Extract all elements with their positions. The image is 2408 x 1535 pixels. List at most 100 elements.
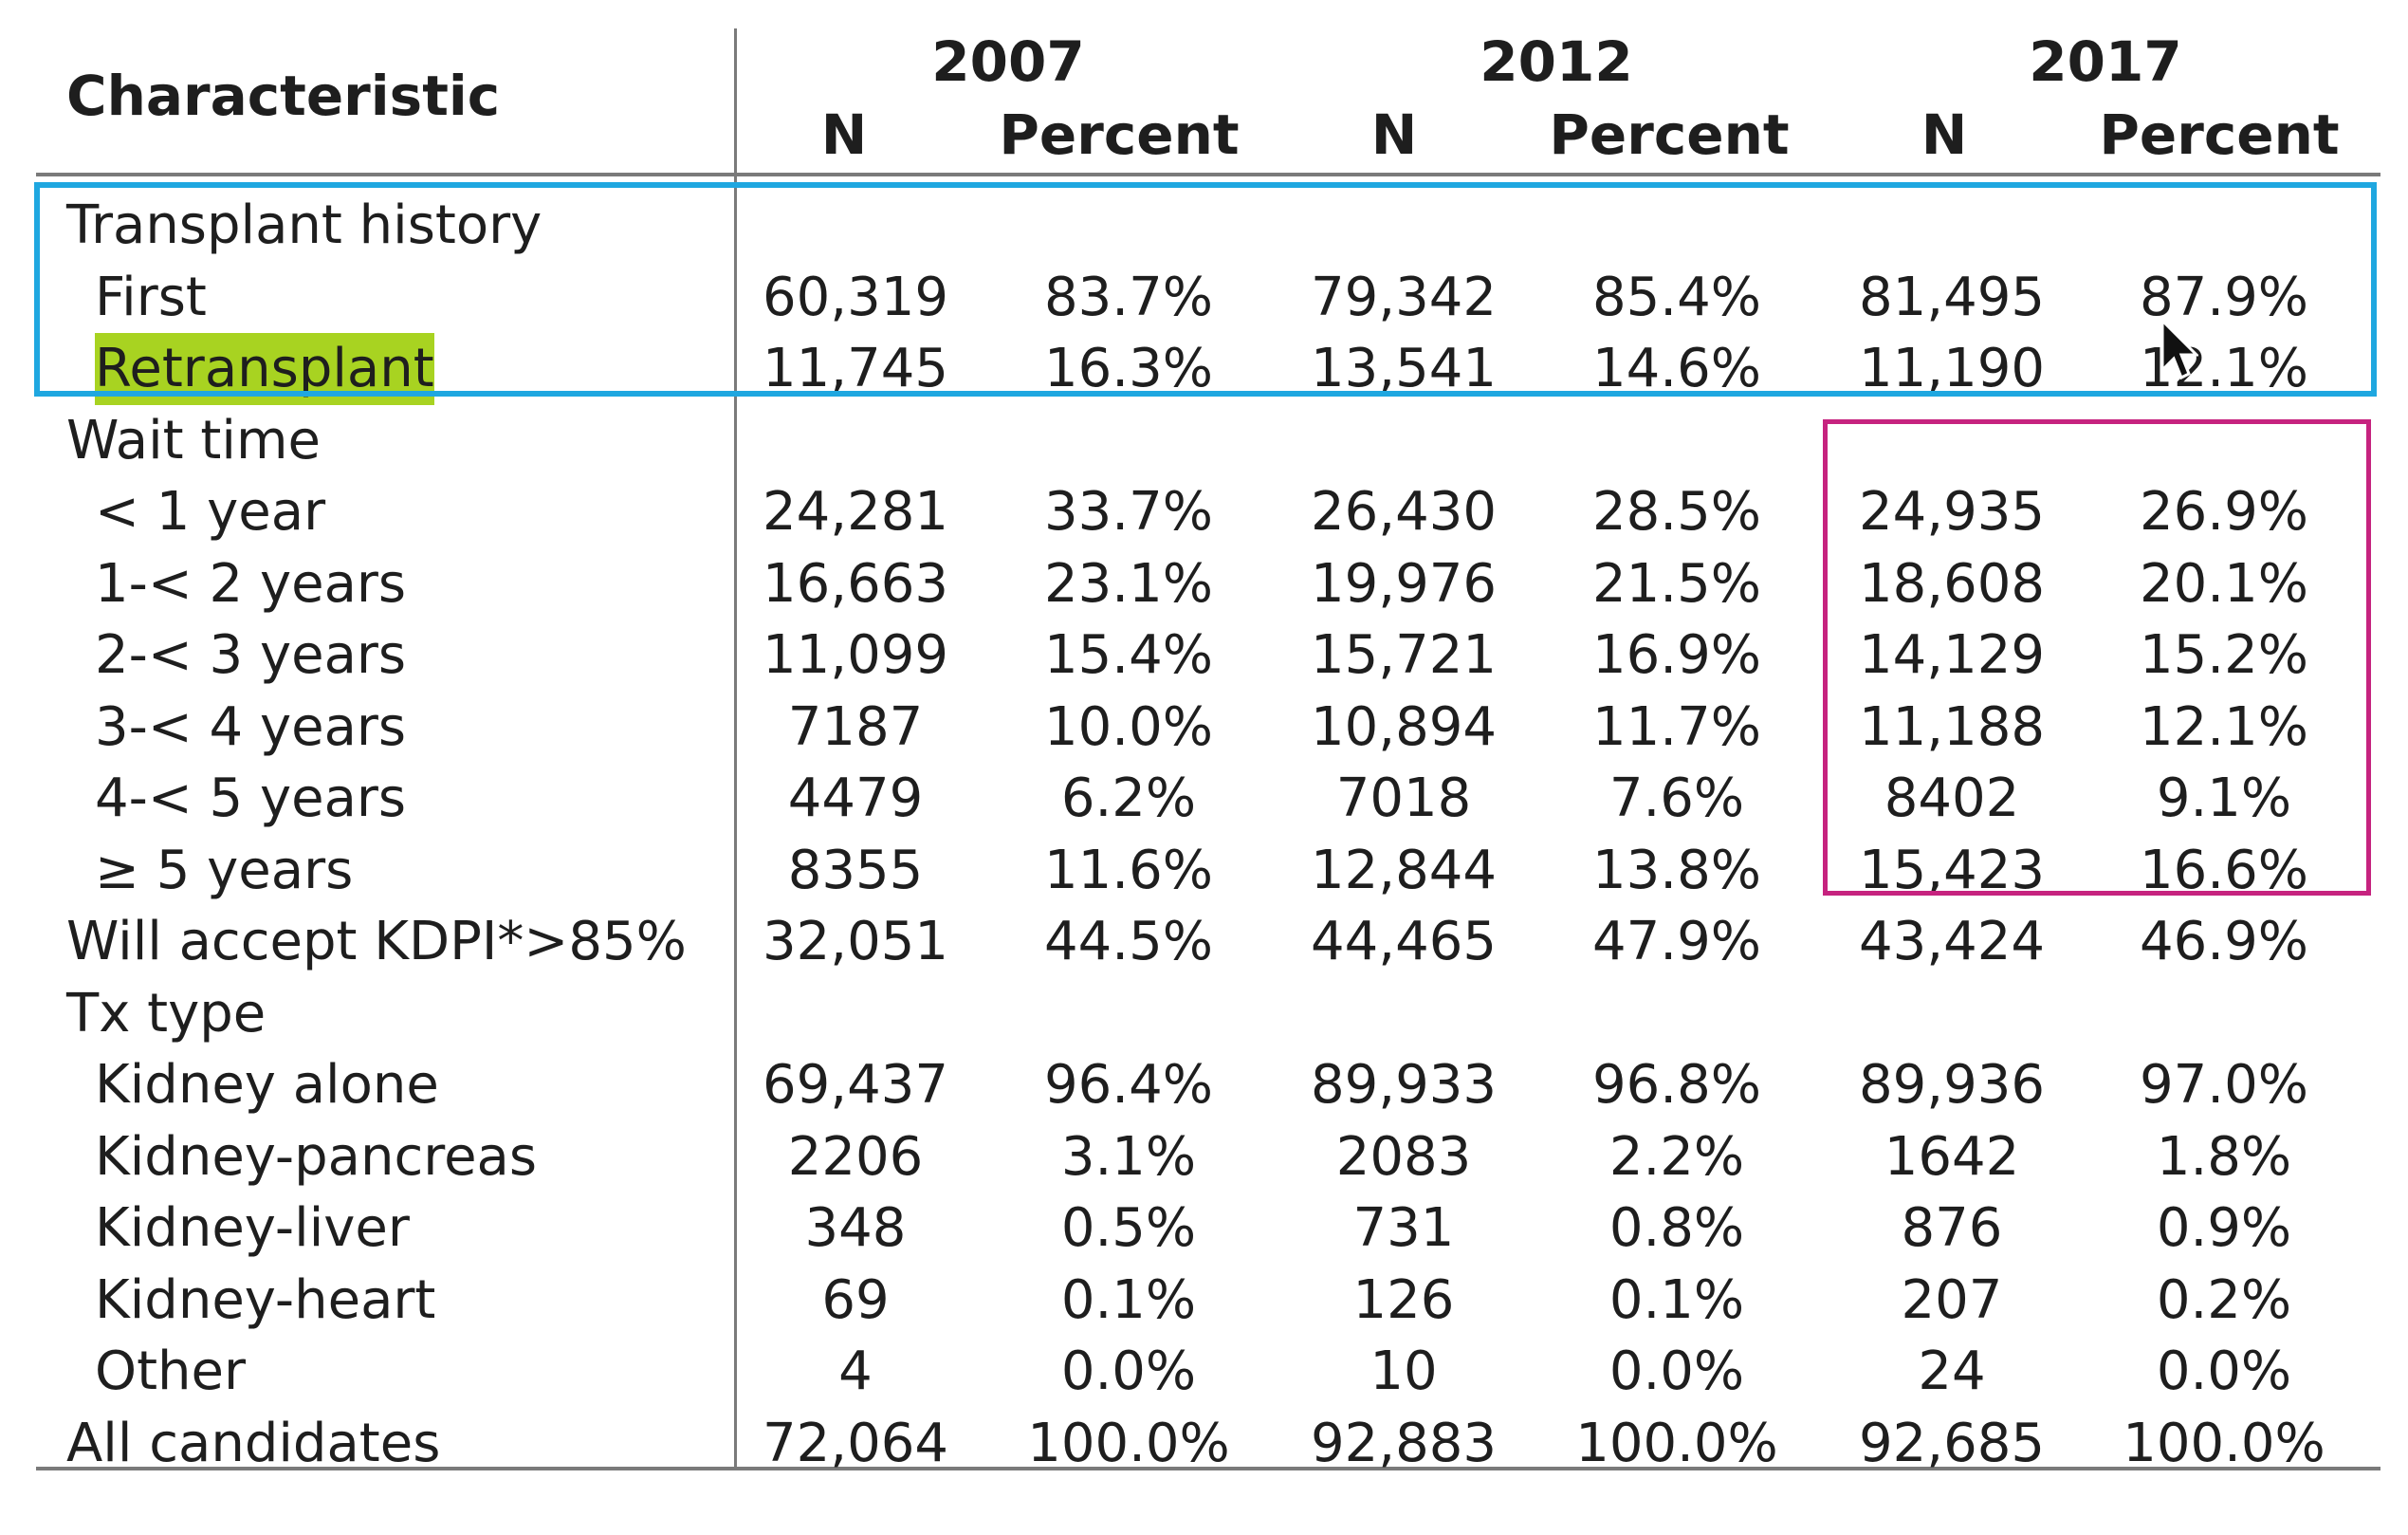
cell-percent-2012: 85.4%	[1592, 266, 1761, 328]
cell-n-2017: 876	[1901, 1197, 2003, 1259]
cell-n-2012: 19,976	[1311, 552, 1497, 615]
cell-n-2017: 14,129	[1859, 624, 2045, 686]
cell-n-2012: 7018	[1335, 768, 1472, 829]
percent-header-2017: Percent	[2099, 102, 2340, 167]
cell-n-2017: 24	[1918, 1341, 1986, 1402]
row-label: < 1 year	[95, 481, 326, 543]
table-row: Kidney-heart 69 0.1% 126 0.1% 207 0.2%	[0, 1265, 2408, 1337]
cell-n-2007: 16,663	[763, 552, 948, 615]
cell-n-2017: 8402	[1884, 768, 2020, 829]
cell-n-2017: 207	[1901, 1268, 2003, 1331]
cell-percent-2012: 0.8%	[1608, 1197, 1745, 1259]
cell-percent-2012: 16.9%	[1592, 624, 1761, 686]
cell-percent-2017: 16.6%	[2140, 839, 2308, 901]
row-label: Kidney-liver	[95, 1197, 410, 1259]
year-2017-header: 2017	[2029, 29, 2182, 94]
column-divider	[734, 28, 737, 1470]
row-label: Will accept KDPI*>85%	[66, 911, 687, 972]
cell-percent-2012: 0.1%	[1608, 1268, 1745, 1331]
cell-percent-2017: 20.1%	[2140, 552, 2308, 615]
row-label: 1-< 2 years	[95, 552, 407, 615]
cell-n-2012: 126	[1352, 1268, 1455, 1331]
n-header-2012: N	[1370, 102, 1418, 167]
n-header-2017: N	[1921, 102, 1968, 167]
characteristic-header: Characteristic	[66, 64, 501, 128]
cell-percent-2007: 44.5%	[1044, 911, 1213, 972]
cell-percent-2012: 100.0%	[1575, 1412, 1778, 1474]
table-row: All candidates 72,064 100.0% 92,883 100.0% 92…	[0, 1408, 2408, 1480]
cell-percent-2012: 96.8%	[1592, 1054, 1761, 1116]
cell-n-2012: 44,465	[1311, 911, 1497, 972]
table-row: First 60,319 83.7% 79,342 85.4% 81,495 87.9%	[0, 262, 2408, 334]
cell-n-2012: 12,844	[1311, 839, 1497, 901]
cell-percent-2007: 10.0%	[1044, 695, 1213, 758]
cell-percent-2007: 100.0%	[1027, 1412, 1230, 1474]
row-label: Kidney-heart	[95, 1268, 436, 1331]
cell-percent-2007: 23.1%	[1044, 552, 1213, 615]
row-label: Tx type	[66, 982, 267, 1045]
cell-percent-2012: 11.7%	[1592, 695, 1761, 758]
cell-percent-2007: 96.4%	[1044, 1054, 1213, 1116]
row-label: 2-< 3 years	[95, 624, 407, 686]
percent-header-2012: Percent	[1549, 102, 1790, 167]
table-row: Retransplant 11,745 16.3% 13,541 14.6% 11,190…	[0, 333, 2408, 405]
cell-percent-2017: 0.9%	[2156, 1197, 2292, 1259]
table-row: < 1 year 24,281 33.7% 26,430 28.5% 24,935 26.9…	[0, 476, 2408, 548]
cell-n-2012: 13,541	[1311, 338, 1497, 399]
row-label: Kidney alone	[95, 1054, 439, 1116]
cell-n-2012: 2083	[1335, 1125, 1472, 1188]
cell-percent-2007: 0.0%	[1060, 1341, 1197, 1402]
table-row: 1-< 2 years 16,663 23.1% 19,976 21.5% 18,608 2…	[0, 548, 2408, 620]
cell-n-2017: 18,608	[1859, 552, 2045, 615]
cell-n-2012: 26,430	[1311, 481, 1497, 543]
cell-percent-2007: 0.5%	[1060, 1197, 1197, 1259]
cell-n-2007: 32,051	[763, 911, 948, 972]
cell-percent-2017: 97.0%	[2140, 1054, 2308, 1116]
cell-percent-2017: 46.9%	[2140, 911, 2308, 972]
cell-percent-2007: 11.6%	[1044, 839, 1213, 901]
table-row: Kidney alone 69,437 96.4% 89,933 96.8% 89,936…	[0, 1049, 2408, 1121]
cell-n-2017: 1642	[1884, 1125, 2020, 1188]
cell-percent-2007: 6.2%	[1060, 768, 1197, 829]
cell-percent-2007: 16.3%	[1044, 338, 1213, 399]
cell-percent-2007: 3.1%	[1060, 1125, 1197, 1188]
row-label: Transplant history	[66, 194, 542, 256]
cell-percent-2012: 7.6%	[1608, 768, 1745, 829]
cell-percent-2007: 0.1%	[1060, 1268, 1197, 1331]
row-label: ≥ 5 years	[95, 839, 354, 901]
cell-n-2017: 11,190	[1859, 338, 2045, 399]
cell-percent-2012: 21.5%	[1592, 552, 1761, 615]
percent-header-2007: Percent	[999, 102, 1240, 167]
table-row: Other 4 0.0% 10 0.0% 24 0.0%	[0, 1336, 2408, 1408]
cell-percent-2012: 14.6%	[1592, 338, 1761, 399]
cell-n-2007: 4	[838, 1341, 873, 1402]
cell-n-2012: 10	[1369, 1341, 1438, 1402]
table-row: 4-< 5 years 4479 6.2% 7018 7.6% 8402 9.1%	[0, 763, 2408, 835]
cell-n-2007: 11,099	[763, 624, 948, 686]
cell-n-2007: 2206	[787, 1125, 924, 1188]
header-rule	[36, 173, 2380, 176]
cell-n-2012: 731	[1352, 1197, 1455, 1259]
cell-n-2007: 69,437	[763, 1054, 948, 1116]
cell-percent-2012: 47.9%	[1592, 911, 1761, 972]
table-row: Transplant history	[0, 190, 2408, 262]
table-row: Kidney-pancreas 2206 3.1% 2083 2.2% 1642 1.8%	[0, 1121, 2408, 1193]
mouse-pointer-icon	[2160, 319, 2198, 380]
cell-percent-2007: 33.7%	[1044, 481, 1213, 543]
row-label: Kidney-pancreas	[95, 1125, 538, 1188]
cell-n-2012: 92,883	[1311, 1412, 1497, 1474]
cell-n-2007: 4479	[787, 768, 924, 829]
cell-n-2017: 43,424	[1859, 911, 2045, 972]
cell-n-2012: 15,721	[1311, 624, 1497, 686]
cell-percent-2017: 9.1%	[2156, 768, 2292, 829]
cell-percent-2007: 15.4%	[1044, 624, 1213, 686]
cell-percent-2017: 0.0%	[2156, 1341, 2292, 1402]
row-label: Other	[95, 1341, 247, 1402]
cell-percent-2012: 13.8%	[1592, 839, 1761, 901]
cell-n-2017: 11,188	[1859, 695, 2045, 758]
cell-n-2012: 79,342	[1311, 266, 1497, 328]
table-row: ≥ 5 years 8355 11.6% 12,844 13.8% 15,423 16.6%	[0, 835, 2408, 907]
row-label: All candidates	[66, 1412, 441, 1474]
cell-percent-2017: 26.9%	[2140, 481, 2308, 543]
cell-n-2007: 60,319	[763, 266, 948, 328]
